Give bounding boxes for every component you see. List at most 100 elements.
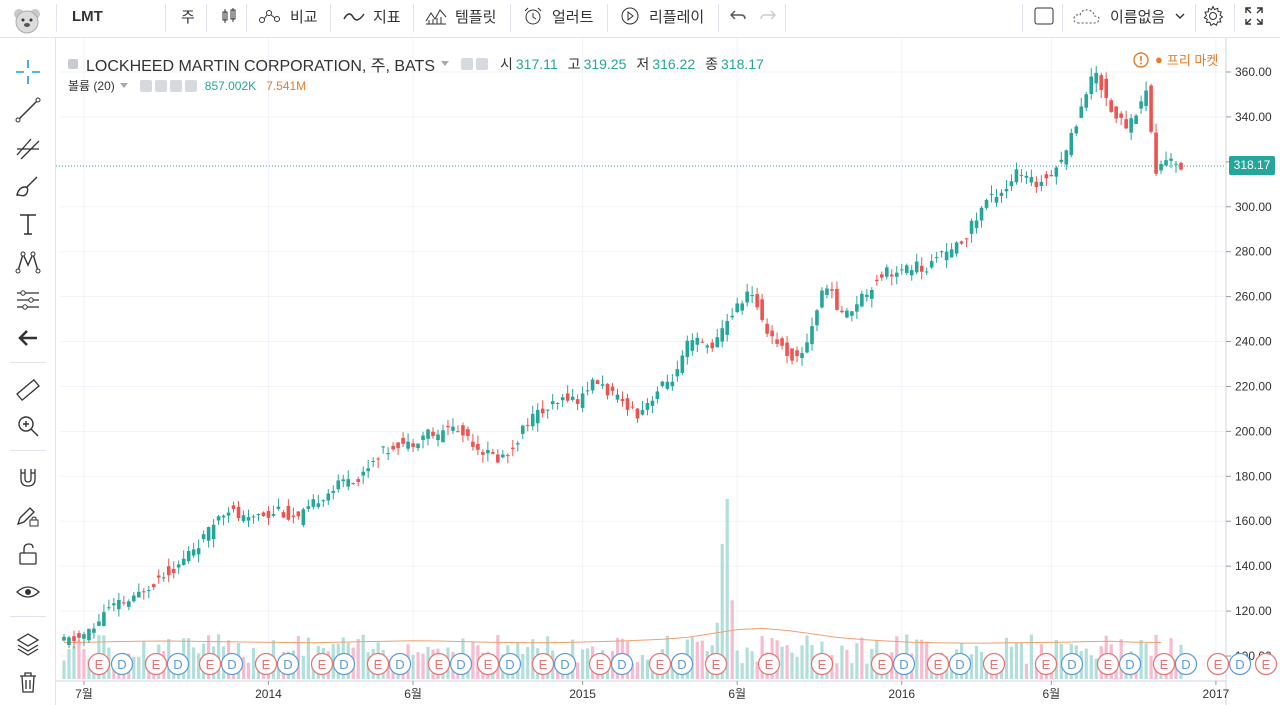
dividend-marker[interactable]: D xyxy=(670,652,694,676)
dividend-marker[interactable]: D xyxy=(220,652,244,676)
earnings-marker[interactable]: E xyxy=(1034,652,1058,676)
dividend-marker[interactable]: D xyxy=(892,652,916,676)
move-volume-icon[interactable] xyxy=(169,79,182,92)
redo-button[interactable] xyxy=(760,0,784,32)
templates-label: 템플릿 xyxy=(455,8,497,26)
lock-all-tool[interactable] xyxy=(14,540,42,568)
earnings-marker[interactable]: E xyxy=(870,652,894,676)
premarket-status[interactable]: ● 프리 마켓 xyxy=(1133,50,1218,69)
caret-down-icon[interactable] xyxy=(119,82,128,89)
hide-volume-icon[interactable] xyxy=(139,79,152,92)
earnings-marker[interactable]: E xyxy=(648,652,672,676)
lock-drawing-tool[interactable] xyxy=(14,502,42,530)
hide-drawings-tool[interactable] xyxy=(14,578,42,606)
dividend-marker[interactable]: D xyxy=(276,652,300,676)
candle-body xyxy=(1084,94,1089,108)
dividend-marker[interactable]: D xyxy=(1060,652,1084,676)
hide-series-icon[interactable] xyxy=(461,58,473,70)
candle xyxy=(665,374,670,391)
marker-circle xyxy=(498,652,522,676)
candle-body xyxy=(326,493,331,501)
dividend-marker[interactable]: D xyxy=(1228,652,1252,676)
earnings-marker[interactable]: E xyxy=(982,652,1006,676)
series-settings-icon[interactable] xyxy=(476,58,488,70)
settings-button[interactable] xyxy=(1202,0,1232,32)
earnings-marker[interactable]: E xyxy=(1096,652,1120,676)
replay-button[interactable]: 리플레이 xyxy=(619,0,704,32)
dividend-marker[interactable]: D xyxy=(610,652,634,676)
compare-button[interactable]: 비교 xyxy=(258,0,318,32)
interval-button[interactable]: 주 xyxy=(181,8,195,26)
fib-tool[interactable] xyxy=(14,134,42,162)
dividend-marker[interactable]: D xyxy=(388,652,412,676)
remove-volume-icon[interactable] xyxy=(184,79,197,92)
series-title[interactable]: LOCKHEED MARTIN CORPORATION, 주, BATS xyxy=(86,58,435,75)
indicators-button[interactable]: 지표 xyxy=(343,0,401,32)
dividend-marker[interactable]: D xyxy=(110,652,134,676)
earnings-marker[interactable]: E xyxy=(198,652,222,676)
volume-legend: 볼륨 (20) 857.002K 7.541M xyxy=(68,77,306,94)
earnings-marker[interactable]: E xyxy=(254,652,278,676)
alert-button[interactable]: 얼러트 xyxy=(522,0,593,32)
trendline-tool[interactable] xyxy=(14,96,42,124)
undo-button[interactable] xyxy=(730,0,754,32)
dividend-marker[interactable]: D xyxy=(948,652,972,676)
earnings-marker[interactable]: E xyxy=(588,652,612,676)
dividend-marker[interactable]: D xyxy=(498,652,522,676)
crosshair-tool[interactable] xyxy=(14,58,42,86)
object-tree-tool[interactable] xyxy=(14,630,42,658)
prediction-tool[interactable] xyxy=(14,286,42,314)
zoom-tool[interactable] xyxy=(14,412,42,440)
earnings-marker[interactable]: E xyxy=(1152,652,1176,676)
symbol-search[interactable]: LMT xyxy=(72,7,103,25)
earnings-marker[interactable]: E xyxy=(427,652,451,676)
volume-settings-icon[interactable] xyxy=(154,79,167,92)
candle xyxy=(760,293,764,323)
earnings-marker[interactable]: E xyxy=(476,652,500,676)
candle xyxy=(261,511,266,517)
measure-tool[interactable] xyxy=(14,376,42,404)
hide-toolbar-button[interactable] xyxy=(14,324,42,352)
earnings-marker[interactable]: E xyxy=(531,652,555,676)
fullscreen-box-button[interactable] xyxy=(1034,0,1062,32)
dividend-marker[interactable]: D xyxy=(166,652,190,676)
dividend-marker[interactable]: D xyxy=(449,652,473,676)
magnet-tool[interactable] xyxy=(14,464,42,492)
caret-down-icon[interactable] xyxy=(441,61,449,67)
earnings-marker[interactable]: E xyxy=(310,652,334,676)
candle-body xyxy=(166,566,171,576)
dividend-marker[interactable]: D xyxy=(553,652,577,676)
dividend-marker[interactable]: D xyxy=(1174,652,1198,676)
chart-style-button[interactable] xyxy=(220,0,246,32)
earnings-marker[interactable]: E xyxy=(1206,652,1230,676)
earnings-marker[interactable]: E xyxy=(1254,652,1278,676)
candle-body xyxy=(381,446,385,448)
chart-pane[interactable]: 100.00 120.00 140.00 160.00 180.00 200.00 220.… xyxy=(56,38,1280,705)
earnings-marker[interactable]: E xyxy=(926,652,950,676)
dividend-marker[interactable]: D xyxy=(1118,652,1142,676)
bear-logo-icon[interactable] xyxy=(10,6,44,36)
volume-bar xyxy=(750,651,754,679)
candle-body xyxy=(216,516,221,521)
earnings-marker[interactable]: E xyxy=(810,652,834,676)
remove-drawings-tool[interactable] xyxy=(14,668,42,696)
earnings-marker[interactable]: E xyxy=(87,652,111,676)
volume-label[interactable]: 볼륨 (20) xyxy=(68,79,115,93)
brush-tool[interactable] xyxy=(14,172,42,200)
candle xyxy=(311,494,316,510)
dividend-marker[interactable]: D xyxy=(332,652,356,676)
price-chart[interactable]: 100.00120.00140.00160.00180.00200.00220.… xyxy=(56,38,1280,705)
flag-icon[interactable] xyxy=(68,59,78,69)
earnings-marker[interactable]: E xyxy=(757,652,781,676)
earnings-marker[interactable]: E xyxy=(144,652,168,676)
pattern-tool[interactable] xyxy=(14,248,42,276)
candle-body xyxy=(1089,76,1094,95)
text-tool[interactable] xyxy=(14,210,42,238)
templates-button[interactable]: 템플릿 xyxy=(425,0,496,32)
fullscreen-button[interactable] xyxy=(1244,0,1272,32)
layout-name-button[interactable]: 이름없음 xyxy=(1072,0,1193,32)
candle-body xyxy=(196,548,201,555)
earnings-marker[interactable]: E xyxy=(366,652,390,676)
earnings-marker[interactable]: E xyxy=(704,652,728,676)
candle-body xyxy=(959,241,964,244)
